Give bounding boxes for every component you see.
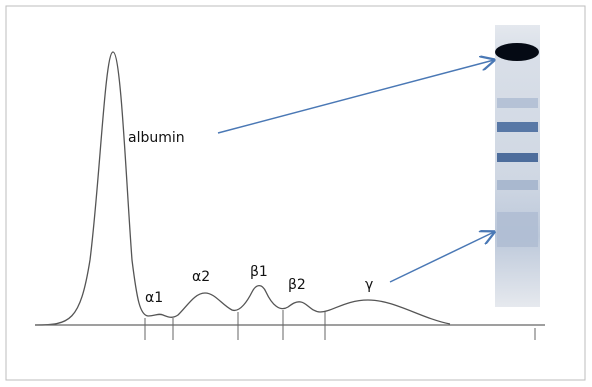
- diagram: albumin α1 α2 β1 β2 γ: [0, 0, 592, 387]
- label: α2: [192, 269, 210, 285]
- label: β2: [288, 277, 306, 293]
- label: α1: [145, 290, 163, 306]
- label: γ: [365, 277, 373, 293]
- gel-strip: [495, 25, 540, 307]
- label: albumin: [128, 130, 185, 146]
- label: β1: [250, 264, 268, 280]
